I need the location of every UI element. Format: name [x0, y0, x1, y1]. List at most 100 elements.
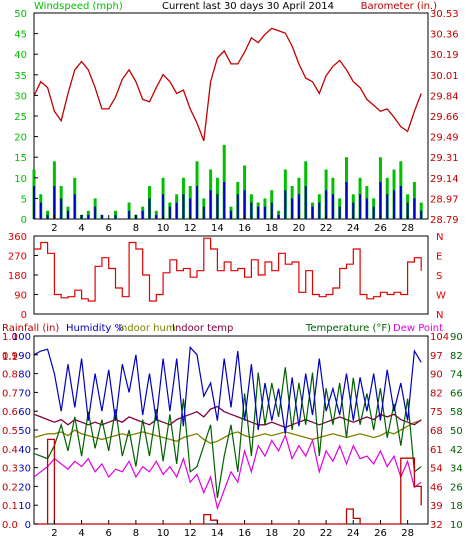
temp-tick-label: 46 — [430, 482, 443, 493]
indoor-tick-label: 50 — [450, 426, 463, 437]
indoor-tick-label: 42 — [450, 445, 463, 456]
x-tick-label: 24 — [347, 223, 360, 234]
humidity-tick-label: 50 — [18, 426, 31, 437]
humidity-tick-label: 10 — [18, 501, 31, 512]
wind-direction-line — [34, 237, 422, 302]
dir-tick-label: 0 — [21, 310, 27, 321]
baro-tick-label: 29.84 — [430, 91, 459, 102]
baro-tick-label: 28.97 — [430, 194, 459, 205]
wind-tick-label: 20 — [14, 133, 27, 144]
rain-tick-label: 0.0 — [2, 520, 18, 531]
wind-direction-panel: 0 N 90 W 180 S 270 E 360 N — [8, 232, 446, 321]
x-tick-label: 4 — [78, 528, 84, 539]
humidity-tick-label: 60 — [18, 407, 31, 418]
x-tick-label: 8 — [133, 528, 139, 539]
temp-tick-label: 39 — [430, 501, 443, 512]
humidity-tick-label: 70 — [18, 388, 31, 399]
barometer-line — [33, 27, 422, 142]
windspeed-label: Windspeed (mph) — [34, 1, 123, 12]
x-tick-label: 18 — [265, 528, 278, 539]
baro-tick-label: 28.79 — [430, 215, 459, 226]
wind-barometer-panel: Windspeed (mph) Current last 30 days 30 … — [14, 1, 458, 234]
wind-tick-label: 10 — [14, 174, 27, 185]
wind-tick-label: 35 — [14, 71, 27, 82]
wind-tick-label: 0 — [21, 215, 27, 226]
x-tick-label: 14 — [211, 528, 224, 539]
dew-point-line — [33, 433, 422, 511]
rain-tick-label: 0.7 — [2, 388, 18, 399]
dir-tick-label: 90 — [14, 291, 27, 302]
temp-tick-label: 104 — [430, 332, 449, 343]
x-tick-label: 10 — [157, 223, 170, 234]
temp-tick-label: 90 — [430, 370, 443, 381]
indoor-tick-label: 10 — [450, 520, 463, 531]
temp-tick-label: 61 — [430, 445, 443, 456]
dir-tick-label: 360 — [8, 232, 27, 243]
indoor-hum-label: Indoor hum — [118, 323, 176, 334]
rain-tick-label: 0.3 — [2, 464, 18, 475]
temp-tick-label: 75 — [430, 407, 443, 418]
x-tick-label: 8 — [133, 223, 139, 234]
temperature-humidity-panel: Rainfall (in) Humidity % Indoor hum Indo… — [2, 323, 463, 539]
humidity-tick-label: 0 — [25, 520, 31, 531]
x-tick-label: 14 — [211, 223, 224, 234]
x-tick-label: 18 — [265, 223, 278, 234]
temp-tick-label: 97 — [430, 351, 443, 362]
baro-tick-label: 30.01 — [430, 71, 459, 82]
temp-tick-label: 82 — [430, 388, 443, 399]
compass-tick-label: W — [436, 291, 446, 302]
x-tick-label: 6 — [106, 528, 112, 539]
rain-tick-label: 1.0 — [2, 332, 18, 343]
baro-tick-label: 29.14 — [430, 174, 459, 185]
rain-tick-label: 0.9 — [2, 351, 18, 362]
rain-tick-label: 0.8 — [2, 370, 18, 381]
indoor-tick-label: 90 — [450, 332, 463, 343]
x-tick-label: 22 — [320, 223, 333, 234]
baro-tick-label: 30.36 — [430, 30, 459, 41]
dew-point-label: Dew Point — [393, 323, 443, 334]
x-tick-label: 26 — [374, 528, 387, 539]
wind-tick-label: 25 — [14, 112, 27, 123]
compass-tick-label: E — [436, 252, 442, 263]
humidity-line — [33, 345, 422, 434]
x-tick-label: 2 — [51, 223, 57, 234]
chart-title: Current last 30 days 30 April 2014 — [162, 1, 334, 12]
indoor-tick-label: 34 — [450, 464, 463, 475]
x-tick-label: 24 — [347, 528, 360, 539]
humidity-tick-label: 30 — [18, 464, 31, 475]
wind-tick-label: 45 — [14, 30, 27, 41]
indoor-tick-label: 58 — [450, 407, 463, 418]
rain-tick-label: 0.2 — [2, 482, 18, 493]
compass-tick-label: N — [436, 232, 443, 243]
x-tick-label: 26 — [374, 223, 387, 234]
x-tick-label: 4 — [78, 223, 84, 234]
temp-tick-label: 32 — [430, 520, 443, 531]
baro-tick-label: 30.53 — [430, 9, 459, 20]
baro-tick-label: 29.49 — [430, 133, 459, 144]
wind-tick-label: 5 — [21, 194, 27, 205]
baro-tick-label: 30.19 — [430, 50, 459, 61]
indoor-humidity-line — [33, 419, 422, 444]
humidity-tick-label: 40 — [18, 445, 31, 456]
rain-tick-label: 0.5 — [2, 426, 18, 437]
temp-tick-label: 68 — [430, 426, 443, 437]
indoor-temp-line — [33, 405, 422, 429]
x-tick-label: 20 — [293, 528, 306, 539]
x-tick-label: 16 — [238, 223, 251, 234]
x-tick-label: 6 — [106, 223, 112, 234]
humidity-tick-label: 90 — [18, 351, 31, 362]
indoor-tick-label: 82 — [450, 351, 463, 362]
temperature-label: Temperature (°F) — [305, 323, 391, 334]
x-tick-label: 16 — [238, 528, 251, 539]
compass-tick-label: S — [436, 271, 442, 282]
rainfall-label: Rainfall (in) — [2, 323, 59, 334]
x-tick-label: 20 — [293, 223, 306, 234]
indoor-temp-label: Indoor temp — [172, 323, 233, 334]
indoor-tick-label: 26 — [450, 482, 463, 493]
dir-tick-label: 180 — [8, 271, 27, 282]
rain-tick-label: 0.4 — [2, 445, 18, 456]
indoor-tick-label: 74 — [450, 370, 463, 381]
wind-tick-label: 50 — [14, 9, 27, 20]
wind-tick-label: 30 — [14, 91, 27, 102]
